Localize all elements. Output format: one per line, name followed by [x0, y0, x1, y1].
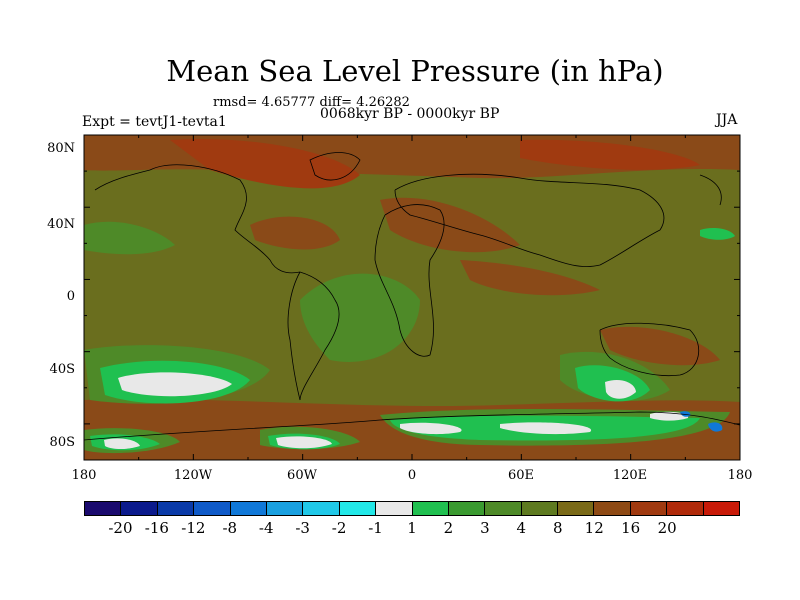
- colorbar-label: -3: [295, 519, 310, 537]
- australia-brown: [600, 326, 720, 366]
- colorbar-label: -1: [368, 519, 383, 537]
- lat-label-40n: 40N: [47, 217, 75, 232]
- australia-coast: [599, 322, 699, 377]
- lon-label-120w: 120W: [173, 468, 213, 483]
- axis-ticks: [83, 134, 741, 461]
- indian-ocean-brown: [460, 260, 600, 296]
- lat-label-0: 0: [66, 289, 75, 304]
- coastlines: [84, 152, 740, 441]
- colorbar-label: -8: [222, 519, 238, 537]
- colorbar-box: [630, 502, 668, 515]
- lat-label-80n: 80N: [47, 141, 75, 156]
- eurasia-coast: [394, 173, 665, 267]
- south-america-west-coast: [287, 271, 301, 401]
- colorbar-box: [412, 502, 449, 515]
- season-label: JJA: [716, 112, 738, 128]
- colorbar-box: [85, 502, 122, 515]
- colorbar-box: [594, 502, 631, 515]
- lon-label-180e: 180: [727, 468, 753, 483]
- colorbar-box: [339, 502, 377, 515]
- africa-coast: [374, 204, 445, 357]
- colorbar-label: -4: [258, 519, 274, 537]
- colorbar-box: [121, 502, 158, 515]
- pacific-bright-green-patch: [700, 228, 735, 240]
- colorbar-label: -16: [144, 519, 169, 537]
- ross-neutral: [104, 438, 140, 449]
- colorbar-box: [448, 502, 486, 515]
- negative-anomaly-blue-2: [680, 411, 691, 417]
- greenland-coast: [309, 152, 361, 181]
- weddell-neutral: [276, 436, 332, 449]
- south-indian-neutral: [605, 380, 636, 399]
- colorbar-box: [667, 502, 704, 515]
- colorbar-box: [266, 502, 304, 515]
- colorbar-label: 16: [621, 519, 641, 537]
- experiment-label: Expt = tevtJ1-tevta1: [82, 114, 227, 130]
- antarctic-neutral-1: [400, 422, 462, 435]
- colorbar-label: 20: [657, 519, 677, 537]
- lon-label-180w: 180: [71, 468, 97, 483]
- colorbar-label: -12: [181, 519, 206, 537]
- kamchatka-coast: [699, 174, 722, 206]
- colorbar-box: [703, 502, 740, 515]
- rmsd-diff-stats: rmsd= 4.65777 diff= 4.26282: [213, 95, 410, 110]
- pressure-field: [84, 135, 740, 460]
- siberia-red-region: [520, 139, 700, 170]
- pacific-green-north: [84, 221, 175, 255]
- colorbar: [84, 501, 740, 516]
- antarctica-coast: [84, 411, 740, 441]
- lat-label-40s: 40S: [49, 362, 75, 377]
- lon-label-0: 0: [407, 468, 417, 483]
- colorbar-box: [157, 502, 195, 515]
- colorbar-box: [485, 502, 522, 515]
- south-atlantic-green: [300, 273, 420, 362]
- north-america-coast: [149, 164, 301, 274]
- colorbar-label: 4: [516, 519, 527, 537]
- lon-label-60e: 60E: [507, 468, 535, 483]
- north-africa-brown: [380, 197, 520, 253]
- colorbar-box: [303, 502, 340, 515]
- plot-title: Mean Sea Level Pressure (in hPa): [166, 54, 664, 88]
- colorbar-label: -2: [331, 519, 347, 537]
- colorbar-box: [558, 502, 595, 515]
- antarctic-neutral-2: [500, 422, 592, 435]
- alaska-coast: [94, 169, 151, 191]
- colorbar-label: 2: [443, 519, 454, 537]
- colorbar-label: 1: [407, 519, 417, 537]
- colorbar-label: -20: [108, 519, 133, 537]
- colorbar-box: [230, 502, 267, 515]
- colorbar-label: 8: [552, 519, 563, 537]
- south-america-coast: [299, 271, 340, 401]
- atlantic-brown: [250, 216, 340, 250]
- lon-label-60w: 60W: [287, 468, 317, 483]
- colorbar-box: [521, 502, 559, 515]
- colorbar-label: 3: [480, 519, 490, 537]
- south-pacific-neutral: [118, 372, 232, 397]
- lat-label-80s: 80S: [49, 435, 75, 450]
- lon-label-120e: 120E: [612, 468, 648, 483]
- colorbar-box: [194, 502, 231, 515]
- colorbar-label: 12: [584, 519, 604, 537]
- negative-anomaly-blue: [708, 422, 723, 432]
- arctic-red-region: [170, 138, 360, 189]
- colorbar-box: [376, 502, 413, 515]
- period-subtitle: 0068kyr BP - 0000kyr BP: [320, 106, 500, 122]
